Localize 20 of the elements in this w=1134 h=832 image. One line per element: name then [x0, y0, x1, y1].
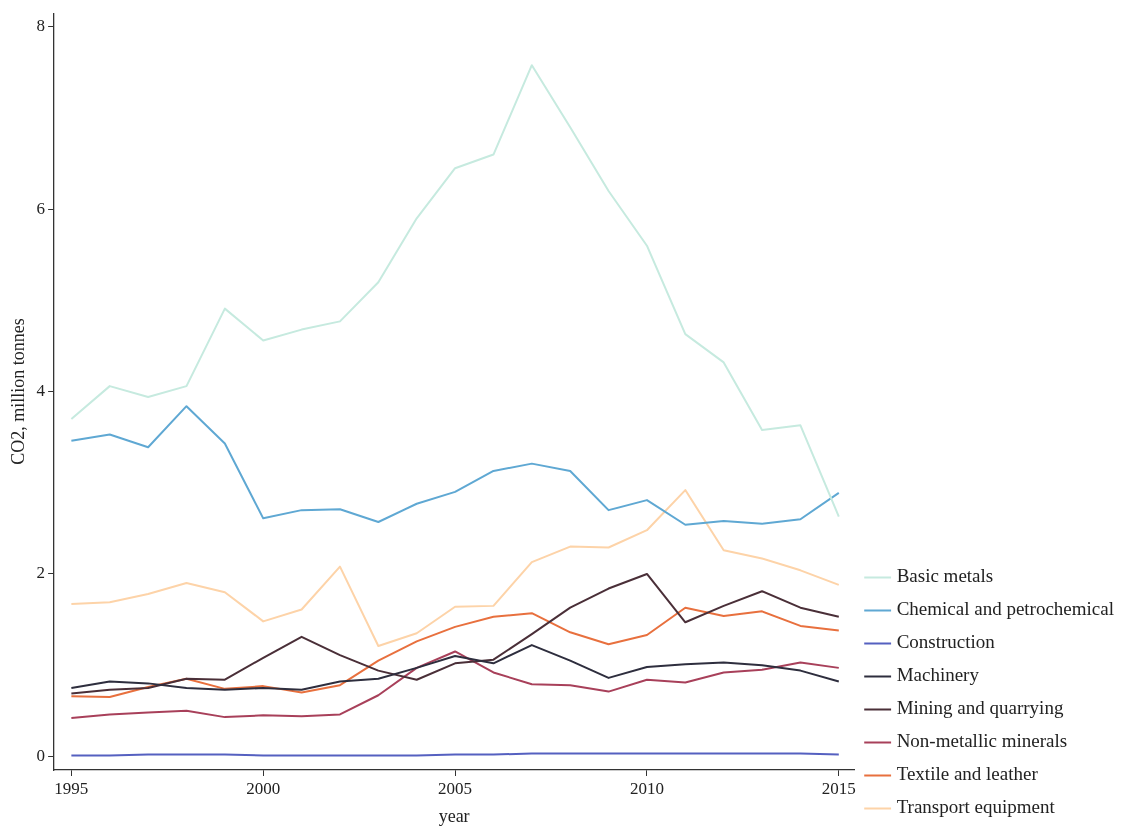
legend-label: Construction — [896, 631, 996, 653]
legend-label: Textile and leather — [896, 763, 1039, 785]
y-tick-label: 8 — [36, 16, 46, 36]
y-tick-label: 2 — [36, 563, 46, 583]
y-tick-label: 0 — [36, 745, 46, 765]
x-tick-label: 1995 — [54, 778, 89, 798]
legend-label: Non-metallic minerals — [896, 730, 1068, 752]
x-tick-label: 2015 — [821, 778, 856, 798]
legend-label: Basic metals — [896, 565, 994, 587]
legend-label: Mining and quarrying — [896, 697, 1064, 719]
x-axis-title: year — [438, 805, 470, 826]
x-tick-label: 2000 — [246, 778, 281, 798]
x-tick-label: 2010 — [629, 778, 664, 798]
legend-label: Machinery — [896, 664, 980, 686]
y-tick-label: 4 — [36, 381, 46, 401]
legend-label: Chemical and petrochemical — [896, 598, 1115, 620]
y-axis-title: CO2, million tonnes — [7, 318, 28, 465]
legend-label: Transport equipment — [896, 796, 1056, 818]
y-tick-label: 6 — [36, 198, 46, 218]
x-tick-label: 2005 — [438, 778, 473, 798]
